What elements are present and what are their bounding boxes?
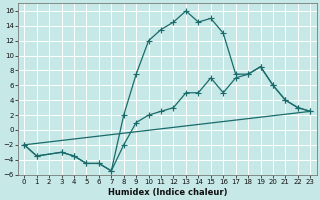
X-axis label: Humidex (Indice chaleur): Humidex (Indice chaleur)	[108, 188, 227, 197]
